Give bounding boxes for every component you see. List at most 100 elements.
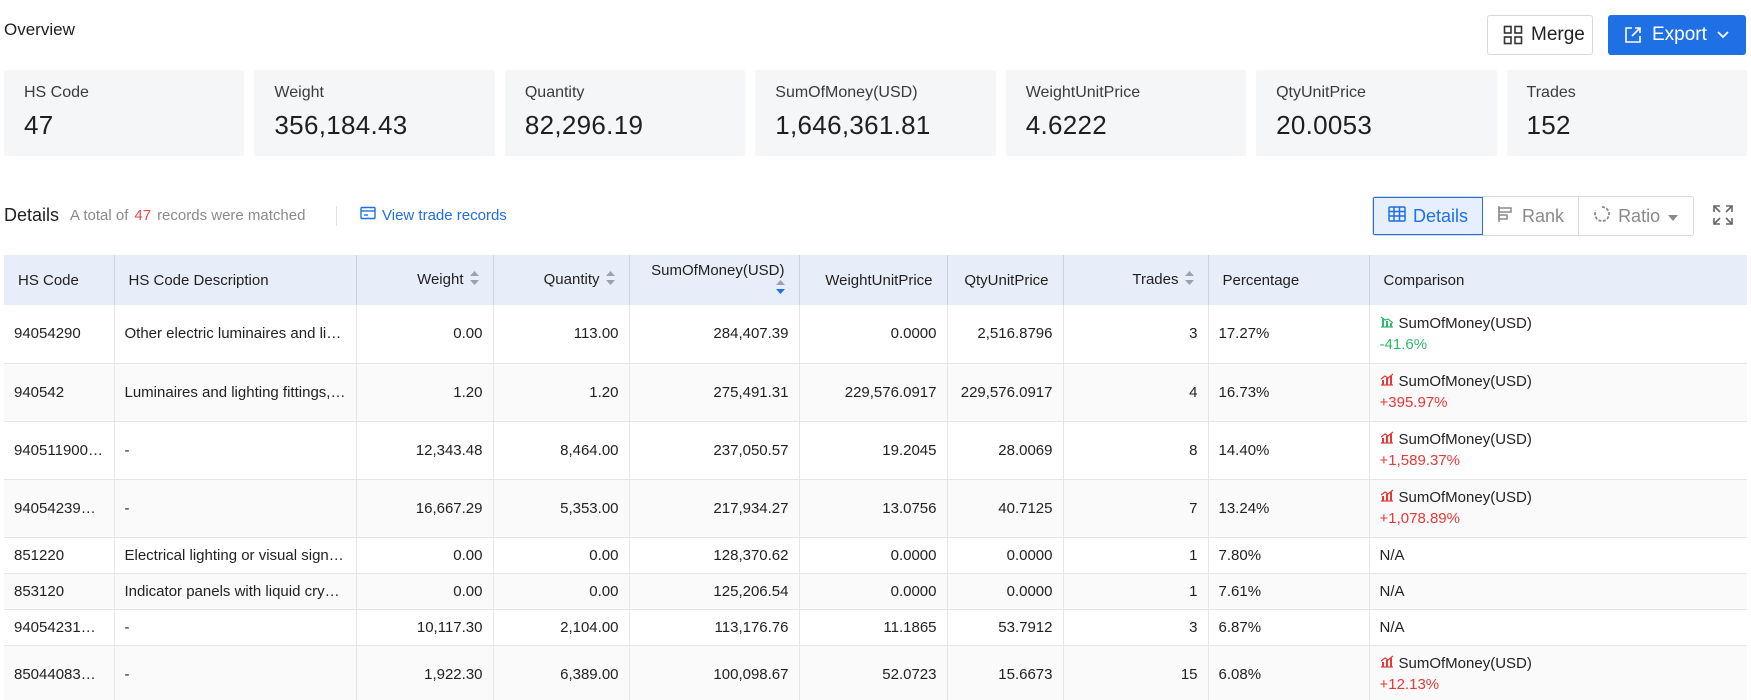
percentage-cell: 6.08%: [1208, 645, 1370, 700]
tab-details[interactable]: Details: [1373, 197, 1484, 235]
table-row[interactable]: 940542310000-10,117.30 2,104.00 113,176.76…: [4, 609, 1747, 646]
hs-code-cell: 940542: [4, 363, 115, 422]
table-row[interactable]: 853120 Indicator panels with liquid cryst…: [4, 573, 1747, 610]
trades-cell: 3: [1063, 305, 1209, 364]
quantity-cell: 5,353.00: [493, 479, 630, 538]
column-header-description[interactable]: HS Code Description: [114, 255, 357, 305]
comparison-value: +1,589.37%: [1379, 452, 1461, 469]
description-cell: Other electric luminaires and lighting f…: [114, 305, 357, 364]
column-header-comparison[interactable]: Comparison: [1369, 255, 1747, 305]
ratio-icon: [1593, 205, 1611, 228]
weight-unit-price-cell: 0.0000: [799, 305, 948, 364]
weight-cell: 12,343.48: [356, 421, 494, 480]
percentage-cell: 16.73%: [1208, 363, 1370, 422]
hs-code-cell: 94054290: [4, 305, 115, 364]
sum-of-money-cell: 100,098.67: [629, 645, 800, 700]
weight-cell: 10,117.30: [356, 609, 494, 646]
export-button[interactable]: Export: [1608, 15, 1746, 55]
weight-cell: 0.00: [356, 537, 494, 574]
stat-label: Trades: [1526, 84, 1576, 101]
qty-unit-price-cell: 53.7912: [947, 609, 1064, 646]
qty-unit-price-cell: 15.6673: [947, 645, 1064, 700]
trades-cell: 15: [1063, 645, 1209, 700]
comparison-na: N/A: [1379, 546, 1405, 564]
qty-unit-price-cell: 0.0000: [947, 573, 1064, 610]
matched-suffix: records were matched: [157, 207, 306, 224]
column-header-sum-of-money[interactable]: SumOfMoney(USD): [629, 255, 800, 305]
stat-value: 152: [1526, 110, 1571, 140]
percentage-cell: 14.40%: [1208, 421, 1370, 480]
weight-cell: 0.00: [356, 305, 494, 364]
comparison-value: +1,078.89%: [1379, 510, 1461, 527]
view-trade-records-label: View trade records: [382, 206, 507, 224]
sum-of-money-cell: 128,370.62: [629, 537, 800, 574]
comparison-cell: SumOfMoney(USD) +12.13%: [1369, 645, 1747, 700]
column-header-weight[interactable]: Weight: [356, 255, 494, 305]
matched-prefix: A total of: [70, 207, 129, 224]
stat-value: 1,646,361.81: [775, 110, 931, 140]
quantity-cell: 2,104.00: [493, 609, 630, 646]
table-row[interactable]: 850440839019-1,922.30 6,389.00 100,098.67 5…: [4, 645, 1747, 700]
stat-label: QtyUnitPrice: [1276, 84, 1366, 101]
tab-ratio[interactable]: Ratio: [1579, 197, 1693, 235]
matched-count: 47: [134, 207, 152, 224]
table-row[interactable]: 940511900000-12,343.48 8,464.00 237,050.57…: [4, 421, 1747, 480]
view-trade-records-link[interactable]: View trade records: [360, 206, 507, 224]
percentage-cell: 13.24%: [1208, 479, 1370, 538]
description-cell: -: [114, 645, 357, 700]
sort-icon[interactable]: [605, 271, 615, 289]
comparison-value: +12.13%: [1379, 676, 1440, 693]
comparison-label: SumOfMoney(USD): [1398, 655, 1532, 672]
stat-value: 47: [24, 110, 54, 140]
hs-code-cell: 850440839019: [4, 645, 115, 700]
divider: [336, 206, 337, 226]
sum-of-money-cell: 284,407.39: [629, 305, 800, 364]
stat-card-weight: Weight 356,184.43: [254, 70, 495, 156]
trend-down-chart-icon: [1380, 315, 1394, 332]
column-header-quantity[interactable]: Quantity: [493, 255, 630, 305]
sum-of-money-cell: 217,934.27: [629, 479, 800, 538]
sum-of-money-cell: 113,176.76: [629, 609, 800, 646]
comparison-label: SumOfMoney(USD): [1398, 314, 1532, 332]
table-row[interactable]: 851220 Electrical lighting or visual sign…: [4, 537, 1747, 574]
table-row[interactable]: 940542 Luminaires and lighting fittings, …: [4, 363, 1747, 422]
comparison-cell: N/A: [1369, 537, 1747, 574]
table-icon: [1388, 205, 1406, 227]
sum-of-money-cell: 237,050.57: [629, 421, 800, 480]
comparison-cell: N/A: [1369, 573, 1747, 610]
qty-unit-price-cell: 40.7125: [947, 479, 1064, 538]
column-header-weight-unit-price[interactable]: WeightUnitPrice: [799, 255, 948, 305]
trades-cell: 4: [1063, 363, 1209, 422]
comparison-cell: N/A: [1369, 609, 1747, 646]
trend-up-chart-icon: [1380, 431, 1394, 448]
hs-code-cell: 853120: [4, 573, 115, 610]
stat-card-sum-of-money: SumOfMoney(USD) 1,646,361.81: [755, 70, 996, 156]
description-cell: -: [114, 421, 357, 480]
column-header-trades[interactable]: Trades: [1063, 255, 1209, 305]
weight-cell: 0.00: [356, 573, 494, 610]
stat-label: WeightUnitPrice: [1025, 84, 1141, 101]
percentage-cell: 7.80%: [1208, 537, 1370, 574]
merge-button[interactable]: Merge: [1487, 15, 1593, 55]
sum-of-money-cell: 275,491.31: [629, 363, 800, 422]
description-cell: -: [114, 609, 357, 646]
details-title: Details: [4, 205, 60, 225]
table-row[interactable]: 940542390000-16,667.29 5,353.00 217,934.27…: [4, 479, 1747, 538]
column-header-qty-unit-price[interactable]: QtyUnitPrice: [947, 255, 1064, 305]
trend-up-chart-icon: [1380, 489, 1394, 506]
weight-unit-price-cell: 13.0756: [799, 479, 948, 538]
fullscreen-icon[interactable]: [1713, 205, 1733, 230]
column-header-percentage[interactable]: Percentage: [1208, 255, 1370, 305]
sort-desc-icon[interactable]: [775, 279, 785, 298]
tab-rank[interactable]: Rank: [1483, 197, 1580, 235]
sort-icon[interactable]: [469, 271, 479, 289]
stat-value: 4.6222: [1025, 110, 1108, 140]
table-header-row: HS Code HS Code Description Weight Quant…: [4, 255, 1747, 305]
comparison-cell: SumOfMoney(USD) +1,078.89%: [1369, 479, 1747, 538]
sort-icon[interactable]: [1184, 271, 1194, 289]
percentage-cell: 17.27%: [1208, 305, 1370, 364]
trades-cell: 1: [1063, 537, 1209, 574]
column-header-hs-code[interactable]: HS Code: [4, 255, 115, 305]
qty-unit-price-cell: 2,516.8796: [947, 305, 1064, 364]
table-row[interactable]: 94054290 Other electric luminaires and li…: [4, 305, 1747, 364]
